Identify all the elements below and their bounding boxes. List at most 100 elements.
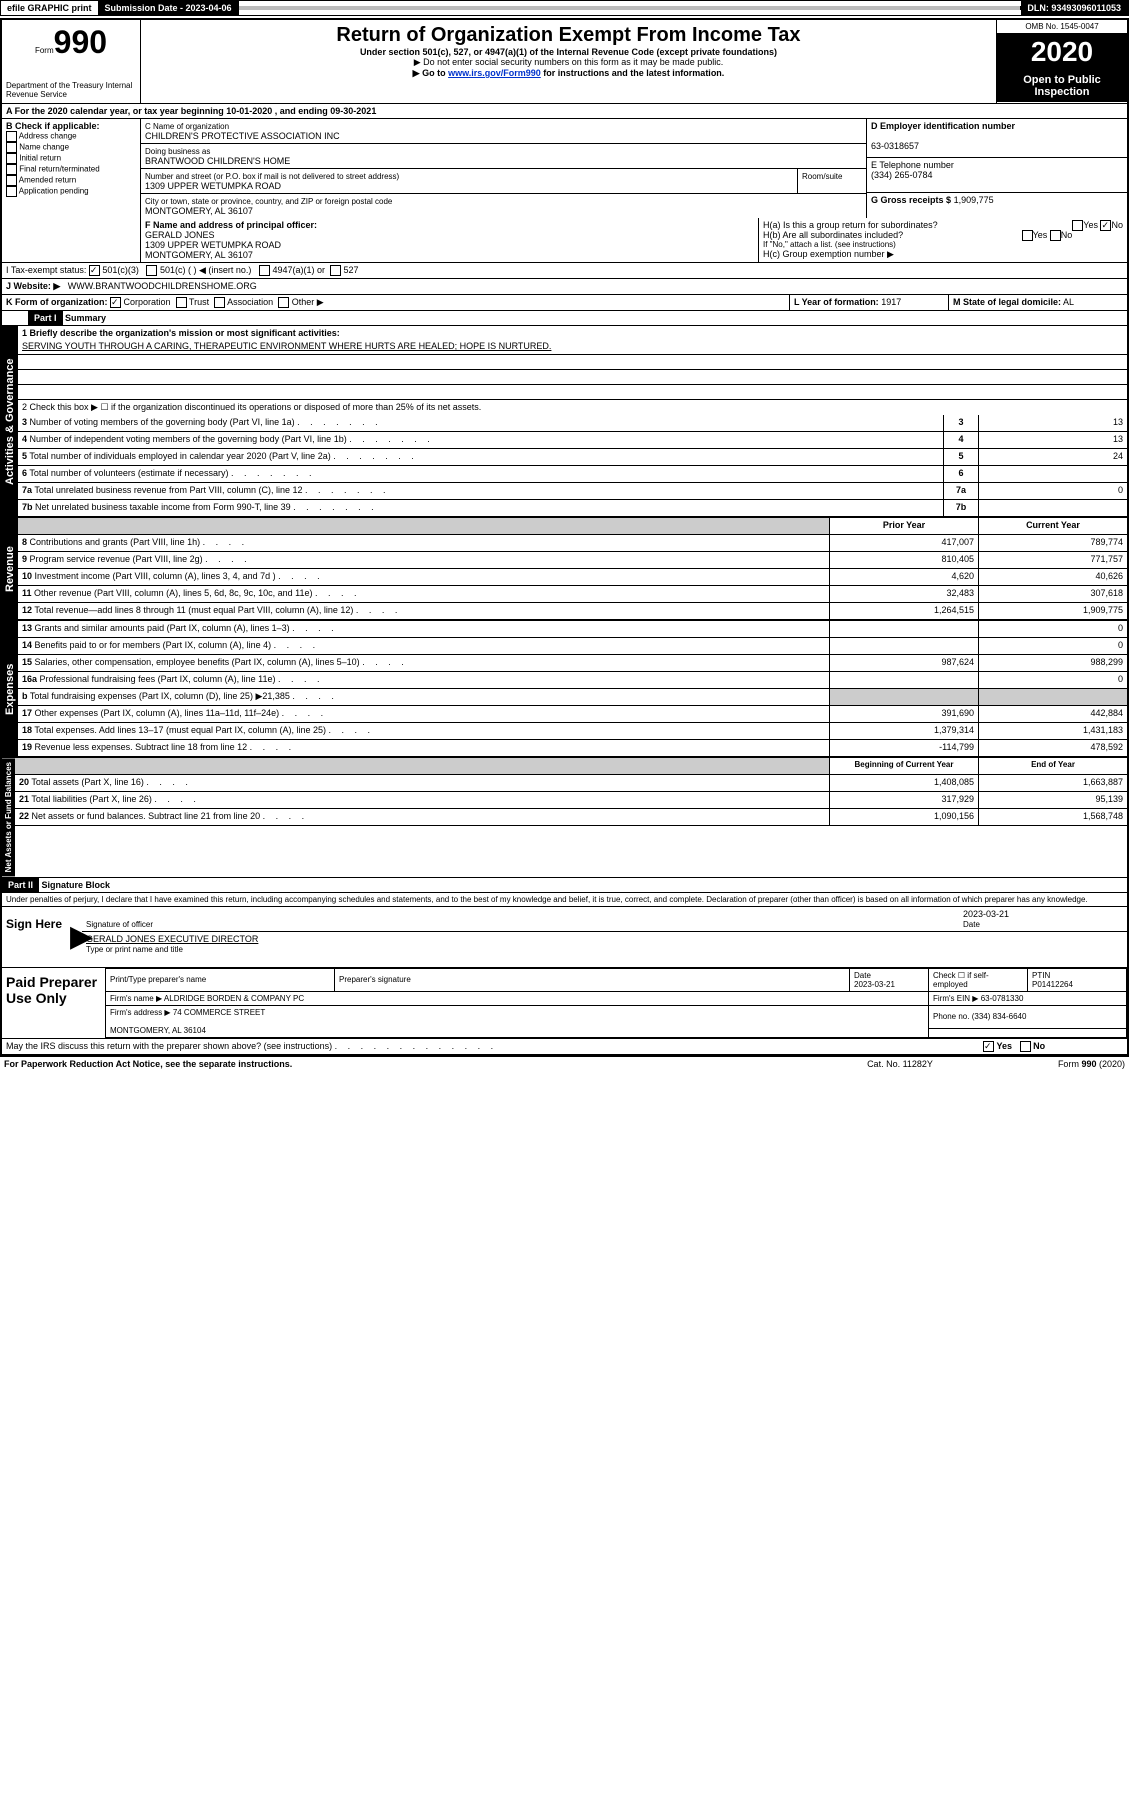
hb-note: If "No," attach a list. (see instruction…: [763, 240, 1123, 249]
data-row: 18 Total expenses. Add lines 13–17 (must…: [18, 723, 1127, 740]
sign-here-label: Sign Here: [2, 907, 70, 967]
corp-checkbox[interactable]: [110, 297, 121, 308]
firm-ein-label: Firm's EIN ▶: [933, 994, 978, 1003]
website-row: J Website: ▶ WWW.BRANTWOODCHILDRENSHOME.…: [2, 279, 1127, 295]
expenses-section: Expenses 13 Grants and similar amounts p…: [2, 621, 1127, 758]
j-label: J Website: ▶: [6, 281, 60, 291]
data-row: 14 Benefits paid to or for members (Part…: [18, 638, 1127, 655]
dba-name: BRANTWOOD CHILDREN'S HOME: [145, 156, 290, 166]
ha-yes-checkbox[interactable]: [1072, 220, 1083, 231]
b-check-item: Final return/terminated: [6, 164, 136, 175]
form-prefix: Form: [35, 46, 54, 55]
declaration: Under penalties of perjury, I declare th…: [2, 893, 1127, 906]
addr-label: Number and street (or P.O. box if mail i…: [145, 172, 399, 181]
b-check-label: B Check if applicable:: [6, 121, 100, 131]
data-row: 13 Grants and similar amounts paid (Part…: [18, 621, 1127, 638]
501c3-checkbox[interactable]: [89, 265, 100, 276]
hb-no-checkbox[interactable]: [1050, 230, 1061, 241]
street-address: 1309 UPPER WETUMPKA ROAD: [145, 181, 281, 191]
i-label: I Tax-exempt status:: [6, 265, 86, 275]
check-self-label: Check ☐ if self-employed: [933, 971, 989, 989]
c-name-label: C Name of organization: [145, 122, 229, 131]
b-checkbox[interactable]: [6, 131, 17, 142]
form-footer: Form 990 (2020): [975, 1059, 1125, 1069]
b-checkbox[interactable]: [6, 186, 17, 197]
527-checkbox[interactable]: [330, 265, 341, 276]
data-row: 12 Total revenue—add lines 8 through 11 …: [18, 603, 1127, 620]
data-row: 19 Revenue less expenses. Subtract line …: [18, 740, 1127, 757]
room-label: Room/suite: [802, 172, 842, 181]
form-header: Form990 Department of the Treasury Inter…: [2, 20, 1127, 104]
b-check-item: Initial return: [6, 153, 136, 164]
spacer: [239, 6, 1022, 10]
sign-here-block: Sign Here ▶ Signature of officer 2023-03…: [2, 906, 1127, 968]
data-row: b Total fundraising expenses (Part IX, c…: [18, 689, 1127, 706]
date-label: Date: [963, 920, 980, 929]
trust-checkbox[interactable]: [176, 297, 187, 308]
sig-officer-label: Signature of officer: [86, 920, 153, 929]
mission-blank3: [18, 385, 1127, 400]
city-state-zip: MONTGOMERY, AL 36107: [145, 206, 253, 216]
b-check-item: Application pending: [6, 186, 136, 197]
data-row: 21 Total liabilities (Part X, line 26) .…: [15, 792, 1127, 809]
form-number: 990: [54, 24, 107, 60]
b-check-item: Amended return: [6, 175, 136, 186]
dba-label: Doing business as: [145, 147, 210, 156]
data-row: 15 Salaries, other compensation, employe…: [18, 655, 1127, 672]
open-public: Open to Public Inspection: [997, 70, 1127, 102]
data-row: 22 Net assets or fund balances. Subtract…: [15, 809, 1127, 826]
d-ein-label: D Employer identification number: [871, 121, 1015, 131]
b-checkbox[interactable]: [6, 142, 17, 153]
data-row: 16a Professional fundraising fees (Part …: [18, 672, 1127, 689]
prep-name-label: Print/Type preparer's name: [110, 975, 206, 984]
other-checkbox[interactable]: [278, 297, 289, 308]
data-row: 11 Other revenue (Part VIII, column (A),…: [18, 586, 1127, 603]
data-row: 8 Contributions and grants (Part VIII, l…: [18, 535, 1127, 552]
dept-label: Department of the Treasury Internal Reve…: [6, 81, 136, 99]
net-header-row: Beginning of Current Year End of Year: [15, 758, 1127, 775]
year-formation: 1917: [881, 297, 901, 307]
b-checkbox[interactable]: [6, 164, 17, 175]
b-checkbox[interactable]: [6, 175, 17, 186]
irs-yes-checkbox[interactable]: [983, 1041, 994, 1052]
dln-label: DLN: 93493096011053: [1021, 1, 1128, 15]
identity-block: B Check if applicable: Address change Na…: [2, 119, 1127, 218]
period-text: A For the 2020 calendar year, or tax yea…: [2, 104, 1127, 118]
form-container: Form990 Department of the Treasury Inter…: [0, 18, 1129, 1057]
ha-no-checkbox[interactable]: [1100, 220, 1111, 231]
may-irs-row: May the IRS discuss this return with the…: [2, 1039, 1127, 1055]
firm-city: MONTGOMERY, AL 36104: [110, 1026, 206, 1035]
officer-name: GERALD JONES EXECUTIVE DIRECTOR: [86, 934, 258, 944]
sign-arrow-icon: ▶: [70, 907, 82, 967]
gov-row: 7b Net unrelated business taxable income…: [18, 500, 1127, 517]
mission-blank1: [18, 355, 1127, 370]
irs-link[interactable]: www.irs.gov/Form990: [448, 68, 541, 78]
ptin-label: PTIN: [1032, 971, 1050, 980]
officer-sub-label: Type or print name and title: [86, 945, 183, 954]
eoy-header: End of Year: [978, 758, 1127, 774]
501c-checkbox[interactable]: [146, 265, 157, 276]
officer-address: GERALD JONES 1309 UPPER WETUMPKA ROAD MO…: [145, 230, 281, 260]
firm-phone-label: Phone no.: [933, 1012, 969, 1021]
website-value: WWW.BRANTWOODCHILDRENSHOME.ORG: [68, 281, 257, 291]
l-label: L Year of formation:: [794, 297, 879, 307]
paid-preparer-label: Paid Preparer Use Only: [2, 968, 105, 1038]
assoc-checkbox[interactable]: [214, 297, 225, 308]
irs-no-checkbox[interactable]: [1020, 1041, 1031, 1052]
gross-receipts-value: 1,909,775: [954, 195, 994, 205]
hb-yes-checkbox[interactable]: [1022, 230, 1033, 241]
ein-value: 63-0318657: [871, 141, 919, 151]
data-row: 9 Program service revenue (Part VIII, li…: [18, 552, 1127, 569]
firm-name-label: Firm's name ▶: [110, 994, 162, 1003]
firm-addr: 74 COMMERCE STREET: [173, 1008, 265, 1017]
prep-sig-label: Preparer's signature: [339, 975, 411, 984]
k-l-m-row: K Form of organization: Corporation Trus…: [2, 295, 1127, 311]
governance-section: Activities & Governance 1 Briefly descri…: [2, 326, 1127, 518]
q2-label: 2 Check this box ▶ ☐ if the organization…: [18, 400, 1127, 415]
4947-checkbox[interactable]: [259, 265, 270, 276]
vtab-governance: Activities & Governance: [2, 326, 18, 517]
b-checkbox[interactable]: [6, 153, 17, 164]
submission-date-button[interactable]: Submission Date - 2023-04-06: [99, 1, 239, 15]
form-title: Return of Organization Exempt From Incom…: [145, 24, 992, 47]
tax-status-row: I Tax-exempt status: 501(c)(3) 501(c) ( …: [2, 263, 1127, 279]
